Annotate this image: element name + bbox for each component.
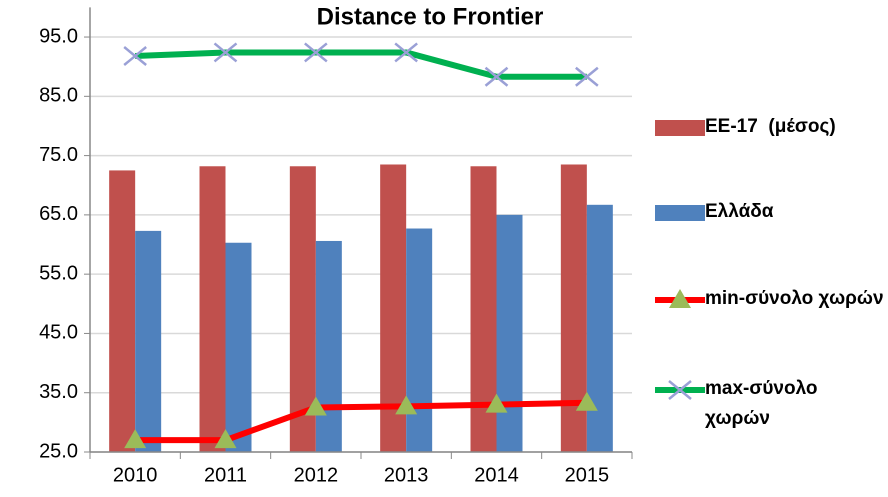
- marker: [124, 429, 147, 449]
- y-tick-label: 55.0: [39, 262, 78, 284]
- x-tick-label: 2015: [565, 464, 610, 486]
- y-tick-label: 25.0: [39, 440, 78, 462]
- y-tick-label: 85.0: [39, 85, 78, 107]
- bar: [496, 214, 523, 452]
- legend-swatch: [655, 289, 705, 308]
- legend-swatch: [655, 380, 705, 400]
- y-tick-label: 75.0: [39, 144, 78, 166]
- bar: [109, 170, 136, 453]
- bar: [199, 166, 226, 453]
- legend-label: Ελλάδα: [705, 201, 774, 222]
- bar: [315, 240, 342, 452]
- legend-label: max-σύνολο χωρών: [705, 378, 818, 429]
- bar: [586, 204, 613, 452]
- marker: [214, 429, 237, 449]
- chart-title: Distance to Frontier: [317, 3, 544, 30]
- legend-item: ΕΕ-17 (μέσος): [655, 112, 888, 142]
- legend-swatch-rect: [655, 120, 705, 136]
- marker: [575, 391, 598, 411]
- marker: [395, 395, 418, 415]
- legend-item: max-σύνολο χωρών: [655, 374, 888, 434]
- line: [135, 399, 587, 444]
- bar: [225, 242, 252, 452]
- marker: [304, 396, 327, 416]
- bar: [135, 230, 162, 452]
- marker: [484, 66, 509, 87]
- legend-item: min-σύνολο χωρών: [655, 284, 888, 314]
- legend-item: Ελλάδα: [655, 197, 888, 227]
- y-tick-label: 65.0: [39, 203, 78, 225]
- legend-swatch: [655, 205, 705, 221]
- marker: [575, 66, 599, 87]
- legend-swatch-rect: [655, 205, 705, 221]
- x-tick-label: 2010: [113, 464, 158, 486]
- legend-label: ΕΕ-17 (μέσος): [705, 116, 836, 137]
- marker: [123, 46, 147, 66]
- marker: [668, 380, 692, 400]
- y-tick-label: 35.0: [39, 381, 78, 403]
- marker: [669, 289, 691, 308]
- x-tick-label: 2013: [384, 464, 429, 486]
- legend-label: min-σύνολο χωρών: [705, 288, 884, 309]
- x-tick-label: 2012: [294, 464, 339, 486]
- x-tick-label: 2014: [474, 464, 519, 486]
- legend-swatch: [655, 120, 705, 136]
- marker: [213, 42, 238, 63]
- bar: [406, 228, 433, 452]
- y-tick-label: 45.0: [39, 322, 78, 344]
- marker: [394, 42, 418, 63]
- x-tick-label: 2011: [204, 464, 247, 486]
- marker: [304, 42, 328, 63]
- y-tick-label: 95.0: [39, 25, 78, 47]
- line: [135, 49, 587, 80]
- marker: [485, 393, 508, 413]
